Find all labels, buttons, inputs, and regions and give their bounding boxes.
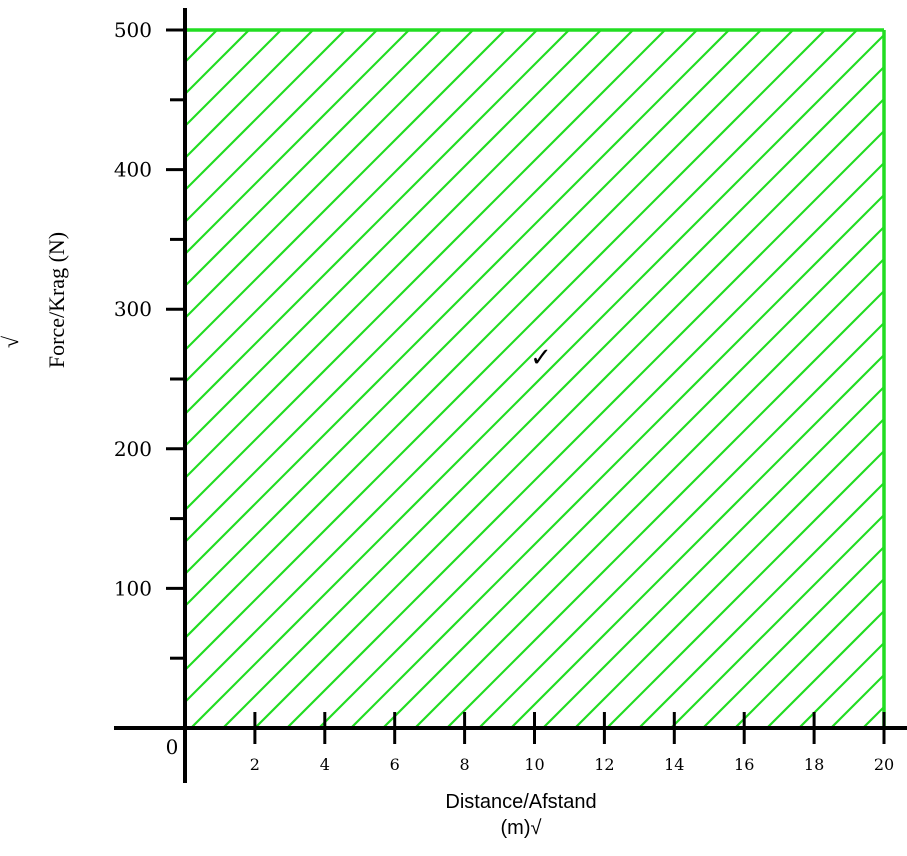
hatch-line bbox=[185, 30, 314, 160]
hatch-line bbox=[185, 30, 346, 192]
hatch-line bbox=[734, 577, 884, 728]
hatch-line bbox=[382, 225, 884, 728]
y-tick-label: 100 bbox=[114, 576, 152, 600]
x-tick-label: 20 bbox=[874, 755, 894, 774]
hatch-line bbox=[574, 417, 884, 728]
x-tick-label: 2 bbox=[250, 755, 260, 774]
x-tick-label: 4 bbox=[320, 755, 330, 774]
hatch-line bbox=[510, 353, 884, 728]
hatch-line bbox=[185, 30, 698, 544]
x-tick-label: 14 bbox=[664, 755, 684, 774]
hatch-line bbox=[670, 513, 884, 728]
y-tick-label: 300 bbox=[114, 297, 152, 321]
area-check-mark: ✓ bbox=[530, 343, 552, 373]
hatch-line bbox=[185, 30, 602, 448]
hatch-line bbox=[190, 33, 884, 728]
hatch-line bbox=[185, 30, 538, 384]
origin-label: 0 bbox=[166, 735, 179, 759]
axes bbox=[114, 8, 907, 783]
hatch-line bbox=[185, 30, 570, 416]
y-tick-label: 200 bbox=[114, 437, 152, 461]
hatch-line bbox=[185, 30, 762, 608]
x-tick-label: 8 bbox=[460, 755, 470, 774]
hatch-line bbox=[895, 30, 907, 728]
x-axis-title-line2: (m)√ bbox=[501, 817, 542, 839]
hatch-line bbox=[446, 289, 884, 728]
tick-labels: 100 200 300 400 500 2 4 6 8 10 12 14 16 18 20 bbox=[114, 18, 894, 774]
hatch-line bbox=[254, 97, 884, 728]
hatch-line bbox=[185, 30, 858, 704]
hatch-line bbox=[185, 30, 634, 480]
hatch-line bbox=[185, 30, 666, 512]
x-tick-label: 10 bbox=[524, 755, 544, 774]
hatch-line bbox=[185, 30, 730, 576]
ticks bbox=[166, 28, 886, 744]
hatch-line bbox=[414, 257, 884, 728]
hatch-line bbox=[318, 161, 884, 728]
x-axis-title-line1: Distance/Afstand bbox=[445, 791, 596, 813]
y-tick-label: 400 bbox=[114, 158, 152, 182]
hatch-line bbox=[478, 321, 884, 728]
y-tick-label: 500 bbox=[114, 18, 152, 42]
hatch-line bbox=[185, 30, 826, 672]
x-tick-label: 16 bbox=[734, 755, 754, 774]
hatch-line bbox=[185, 30, 410, 256]
series-lines bbox=[185, 28, 886, 728]
x-tick-label: 6 bbox=[390, 755, 400, 774]
hatch-line bbox=[185, 30, 378, 224]
hatch-line bbox=[542, 385, 884, 728]
hatch-line bbox=[185, 30, 794, 640]
hatch-line bbox=[222, 65, 884, 728]
hatch-line bbox=[638, 481, 884, 728]
hatch-line bbox=[606, 449, 884, 728]
y-axis-title-mark: √ bbox=[0, 335, 23, 348]
hatch-line bbox=[185, 30, 474, 320]
area-hatching bbox=[185, 30, 907, 728]
hatch-line bbox=[185, 30, 186, 32]
hatch-line bbox=[286, 129, 884, 728]
hatch-line bbox=[350, 193, 884, 728]
x-tick-label: 12 bbox=[594, 755, 614, 774]
hatch-line bbox=[185, 30, 506, 352]
hatch-line bbox=[830, 673, 884, 728]
hatch-line bbox=[702, 545, 884, 728]
hatch-line bbox=[766, 609, 884, 728]
hatch-line bbox=[185, 30, 250, 96]
y-axis-title: Force/Krag (N) bbox=[44, 232, 69, 368]
x-tick-label: 18 bbox=[804, 755, 824, 774]
hatch-line bbox=[185, 30, 442, 288]
